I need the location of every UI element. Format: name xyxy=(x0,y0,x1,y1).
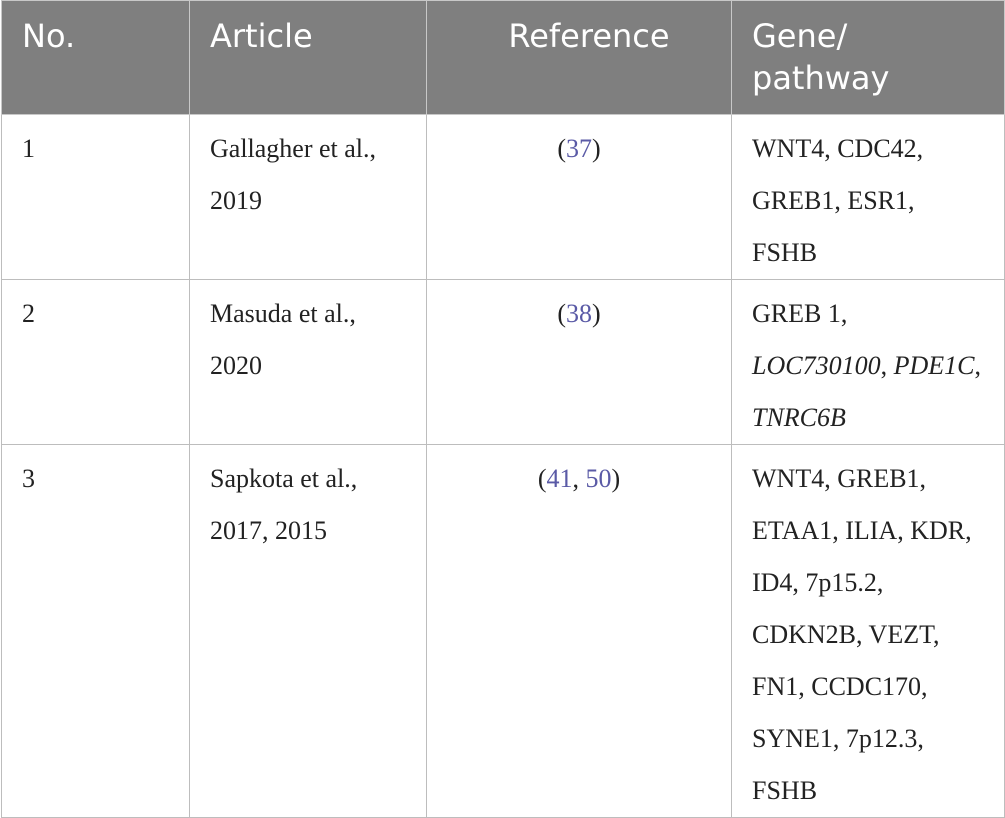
table-row: 2 Masuda et al., 2020 (38) GREB 1, LOC73010… xyxy=(1,279,1005,445)
reference-link: 50 xyxy=(585,464,612,493)
cell-text: ( xyxy=(537,464,547,493)
table-row: 1 Gallagher et al., 2019 (37) WNT4, CDC42, … xyxy=(1,114,1005,280)
table-cell: WNT4, CDC42, GREB1, ESR1, FSHB xyxy=(731,114,1005,280)
table-cell: (41, 50) xyxy=(426,444,732,818)
cell-text: PDE1C xyxy=(893,351,975,380)
table-cell: (38) xyxy=(426,279,732,445)
header-cell: Article xyxy=(189,0,427,115)
table-cell: 1 xyxy=(1,114,190,280)
reference-link: 41 xyxy=(546,464,573,493)
table-cell: 2 xyxy=(1,279,190,445)
header-cell: Reference xyxy=(426,0,732,115)
table-cell: Gallagher et al., 2019 xyxy=(189,114,427,280)
cell-text: LOC730100 xyxy=(752,351,881,380)
cell-text: , xyxy=(880,351,894,380)
cell-text: ( xyxy=(557,134,566,163)
cell-text: , xyxy=(572,464,586,493)
cell-text: Sapkota et al., 2017, 2015 xyxy=(210,464,358,545)
cell-text: ( xyxy=(557,299,566,328)
table-cell: GREB 1, LOC730100, PDE1C, TNRC6B xyxy=(731,279,1005,445)
table-cell: Masuda et al., 2020 xyxy=(189,279,427,445)
table-cell: (37) xyxy=(426,114,732,280)
header-cell: Gene/ pathway xyxy=(731,0,1005,115)
cell-text: 1 xyxy=(22,134,35,163)
cell-text: GREB 1, xyxy=(752,299,848,328)
cell-text: ) xyxy=(592,134,601,163)
reference-link: 37 xyxy=(566,134,592,163)
table-body: 1 Gallagher et al., 2019 (37) WNT4, CDC42, … xyxy=(1,114,1005,818)
cell-text: ) xyxy=(611,464,621,493)
header-row: No. Article Reference Gene/ pathway xyxy=(1,0,1005,115)
cell-text: 2 xyxy=(22,299,35,328)
table-cell: Sapkota et al., 2017, 2015 xyxy=(189,444,427,818)
reference-link: 38 xyxy=(566,299,592,328)
cell-text: ) xyxy=(592,299,601,328)
cell-text: Masuda et al., 2020 xyxy=(210,299,356,380)
header-cell: No. xyxy=(1,0,190,115)
cell-text: TNRC6B xyxy=(752,403,846,432)
table-row: 3 Sapkota et al., 2017, 2015 (41, 50) WNT4,… xyxy=(1,444,1005,818)
table-cell: WNT4, GREB1, ETAA1, ILIA, KDR, ID4, 7p15… xyxy=(731,444,1005,818)
cell-text: , xyxy=(974,351,981,380)
table-cell: 3 xyxy=(1,444,190,818)
cell-text: WNT4, CDC42, GREB1, ESR1, FSHB xyxy=(752,134,924,267)
cell-text: Gallagher et al., 2019 xyxy=(210,134,377,215)
cell-text: 3 xyxy=(22,464,35,493)
cell-text: WNT4, GREB1, ETAA1, ILIA, KDR, ID4, 7p15… xyxy=(752,464,972,805)
